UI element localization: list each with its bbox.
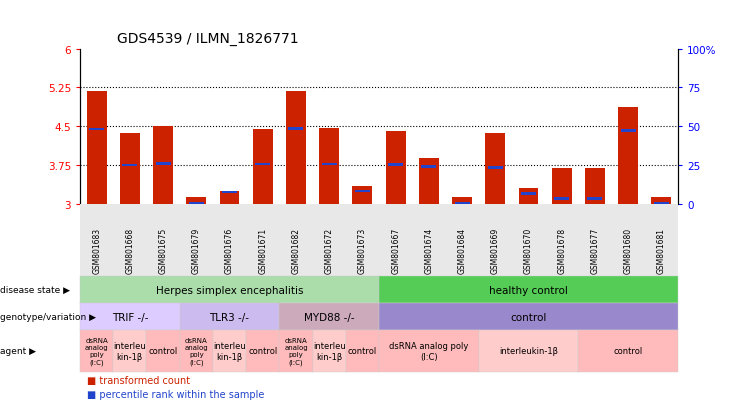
Text: control: control <box>614 347 642 356</box>
Text: GSM801681: GSM801681 <box>657 227 666 273</box>
Bar <box>388 164 403 166</box>
Bar <box>554 198 569 201</box>
Bar <box>454 202 470 205</box>
Text: healthy control: healthy control <box>489 285 568 295</box>
Text: Herpes simplex encephalitis: Herpes simplex encephalitis <box>156 285 303 295</box>
Bar <box>485 133 505 204</box>
Text: genotype/variation ▶: genotype/variation ▶ <box>0 313 96 321</box>
Bar <box>222 191 237 194</box>
Bar <box>521 193 536 195</box>
Text: TRIF -/-: TRIF -/- <box>112 312 148 322</box>
Bar <box>353 186 373 204</box>
Text: dsRNA
analog
poly
(I:C): dsRNA analog poly (I:C) <box>185 337 208 365</box>
Text: dsRNA
analog
poly
(I:C): dsRNA analog poly (I:C) <box>284 337 308 365</box>
Bar <box>89 128 104 131</box>
Text: control: control <box>511 312 547 322</box>
Bar <box>488 167 503 170</box>
Text: GDS4539 / ILMN_1826771: GDS4539 / ILMN_1826771 <box>117 31 299 45</box>
Text: interleukin-1β: interleukin-1β <box>499 347 558 356</box>
Bar <box>253 130 273 204</box>
Bar <box>419 159 439 204</box>
Text: interleu
kin-1β: interleu kin-1β <box>313 342 345 361</box>
Text: dsRNA analog poly
(I:C): dsRNA analog poly (I:C) <box>389 342 468 361</box>
Bar <box>585 169 605 204</box>
Text: dsRNA
analog
poly
(I:C): dsRNA analog poly (I:C) <box>84 337 108 365</box>
Text: TLR3 -/-: TLR3 -/- <box>210 312 250 322</box>
Bar <box>552 169 572 204</box>
Text: control: control <box>248 347 277 356</box>
Text: GSM801680: GSM801680 <box>624 227 633 273</box>
Bar <box>87 92 107 204</box>
Text: interleu
kin-1β: interleu kin-1β <box>113 342 146 361</box>
Text: ■ percentile rank within the sample: ■ percentile rank within the sample <box>87 389 265 399</box>
Text: GSM801668: GSM801668 <box>125 227 134 273</box>
Bar <box>186 198 206 204</box>
Bar <box>286 92 306 204</box>
Bar <box>651 198 671 204</box>
Text: GSM801667: GSM801667 <box>391 227 400 273</box>
Text: GSM801684: GSM801684 <box>458 227 467 273</box>
Bar <box>322 164 336 166</box>
Text: GSM801675: GSM801675 <box>159 227 167 273</box>
Text: ■ transformed count: ■ transformed count <box>87 375 190 385</box>
Text: GSM801683: GSM801683 <box>92 227 101 273</box>
Text: GSM801674: GSM801674 <box>425 227 433 273</box>
Text: GSM801669: GSM801669 <box>491 227 499 273</box>
Bar <box>422 166 436 169</box>
Text: GSM801676: GSM801676 <box>225 227 234 273</box>
Bar <box>519 189 539 204</box>
Bar <box>288 128 304 131</box>
Text: GSM801678: GSM801678 <box>557 227 566 273</box>
Text: GSM801673: GSM801673 <box>358 227 367 273</box>
Text: GSM801671: GSM801671 <box>259 227 268 273</box>
Text: MYD88 -/-: MYD88 -/- <box>304 312 354 322</box>
Bar <box>452 198 472 204</box>
Text: interleu
kin-1β: interleu kin-1β <box>213 342 246 361</box>
Bar <box>153 127 173 204</box>
Bar <box>654 202 669 205</box>
Bar <box>319 128 339 204</box>
Bar <box>122 164 137 167</box>
Text: control: control <box>348 347 377 356</box>
Bar <box>385 132 405 204</box>
Text: disease state ▶: disease state ▶ <box>0 286 70 294</box>
Bar <box>618 107 638 204</box>
Text: GSM801677: GSM801677 <box>591 227 599 273</box>
Text: GSM801670: GSM801670 <box>524 227 533 273</box>
Text: control: control <box>148 347 178 356</box>
Text: agent ▶: agent ▶ <box>0 347 36 356</box>
Bar <box>588 198 602 201</box>
Bar <box>355 190 370 193</box>
Text: GSM801672: GSM801672 <box>325 227 333 273</box>
Bar <box>156 163 170 166</box>
Bar <box>120 133 140 204</box>
Bar <box>189 202 204 205</box>
Bar <box>621 130 636 133</box>
Bar <box>255 164 270 166</box>
Bar <box>219 192 239 204</box>
Text: GSM801679: GSM801679 <box>192 227 201 273</box>
Text: GSM801682: GSM801682 <box>291 227 300 273</box>
